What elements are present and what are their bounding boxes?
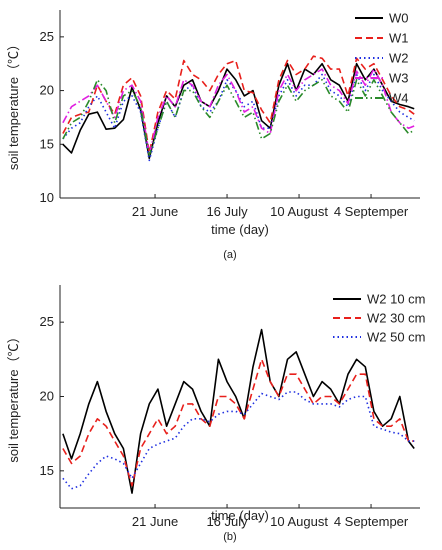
x-tick-label: 4 Septemper <box>334 204 409 219</box>
chart-panel-a: 10 15 20 25 21 June 16 July 10 August 4 Septemp… <box>6 10 420 261</box>
series-line <box>62 55 415 154</box>
y-tick-label: 25 <box>40 314 54 329</box>
panel-caption: (a) <box>223 249 236 261</box>
series-line <box>62 358 415 487</box>
x-axis-label: time (day) <box>211 222 269 237</box>
series-line <box>62 328 415 494</box>
series-line <box>62 79 415 156</box>
series-line <box>62 68 415 156</box>
y-axis-label: soil temperature（℃） <box>6 330 21 462</box>
legend-label: W0 <box>389 11 409 26</box>
legend-label: W2 <box>389 51 409 66</box>
legend-label: W2 50 cm <box>367 330 426 345</box>
x-tick-label: 21 June <box>132 514 178 529</box>
x-tick-label: 10 August <box>270 514 328 529</box>
y-axis-label: soil temperature（℃） <box>6 38 21 170</box>
series-line <box>62 391 415 490</box>
legend-label: W3 <box>389 71 409 86</box>
x-tick-label: 4 Septemper <box>334 514 409 529</box>
x-tick-label: 16 July <box>206 204 248 219</box>
series-line <box>62 62 415 160</box>
y-tick-label: 15 <box>40 463 54 478</box>
legend-label: W4 <box>389 91 409 106</box>
y-tick-label: 10 <box>40 190 54 205</box>
panel-caption: (b) <box>223 531 236 543</box>
x-tick-label: 16 July <box>206 514 248 529</box>
x-axis-label: time (day) <box>211 508 269 523</box>
legend-label: W2 30 cm <box>367 311 426 326</box>
y-tick-label: 20 <box>40 83 54 98</box>
series-line <box>62 73 415 162</box>
y-tick-label: 20 <box>40 389 54 404</box>
x-tick-label: 21 June <box>132 204 178 219</box>
y-tick-label: 25 <box>40 29 54 44</box>
legend-label: W1 <box>389 31 409 46</box>
chart-panel-b: 15 20 25 21 June 16 July 10 August 4 Septemper… <box>6 285 426 543</box>
x-tick-label: 10 August <box>270 204 328 219</box>
legend-label: W2 10 cm <box>367 292 426 307</box>
y-tick-label: 15 <box>40 136 54 151</box>
